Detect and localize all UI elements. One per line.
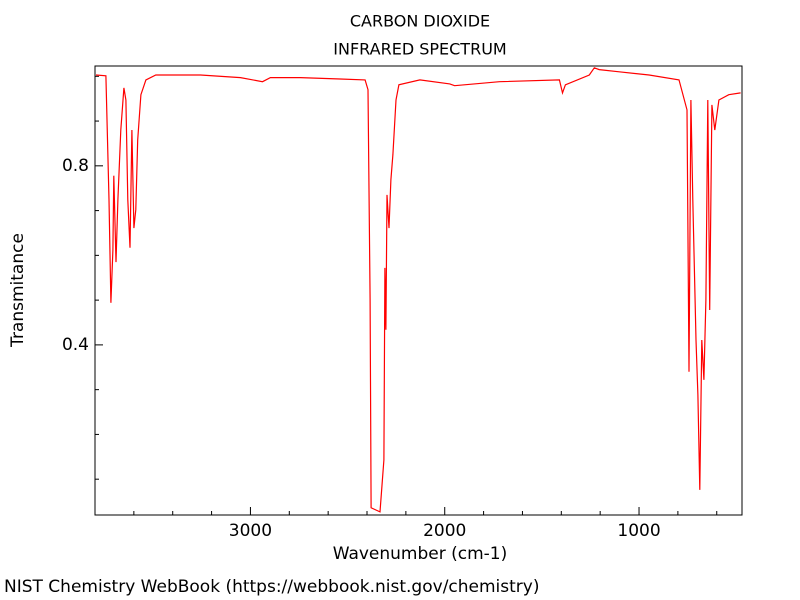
spectrum-line <box>95 67 741 513</box>
x-tick-label: 1000 <box>617 521 660 541</box>
chart-subtitle: INFRARED SPECTRUM <box>333 40 506 59</box>
y-tick-label: 0.8 <box>62 156 89 176</box>
chart-title: CARBON DIOXIDE <box>350 12 490 31</box>
y-tick-label: 0.4 <box>62 335 89 355</box>
x-tick-label: 3000 <box>229 521 272 541</box>
source-note: NIST Chemistry WebBook (https://webbook.… <box>4 577 539 597</box>
x-tick-label: 2000 <box>423 521 466 541</box>
plot-frame <box>94 65 743 516</box>
y-axis-label: Transmitance <box>8 233 28 348</box>
x-axis-label: Wavenumber (cm-1) <box>333 544 508 564</box>
